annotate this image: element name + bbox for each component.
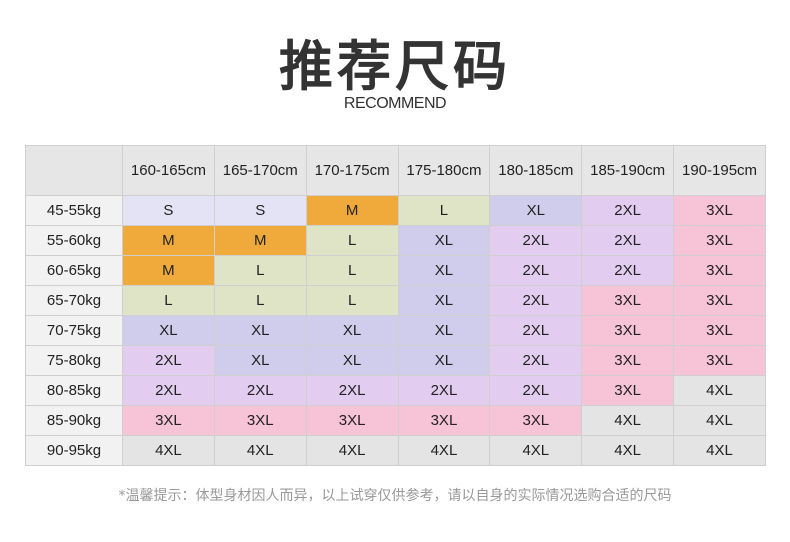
- weight-header: 90-95kg: [25, 435, 123, 466]
- size-cell: 2XL: [489, 375, 583, 406]
- size-cell: 2XL: [581, 255, 675, 286]
- size-cell: XL: [305, 345, 399, 376]
- height-header: 190-195cm: [673, 145, 766, 196]
- size-cell: 4XL: [489, 435, 583, 466]
- size-cell: 3XL: [581, 285, 675, 316]
- height-header: 160-165cm: [122, 145, 215, 196]
- size-cell: 2XL: [581, 195, 675, 226]
- size-cell: XL: [122, 315, 215, 346]
- table-row: 55-60kg M M L XL 2XL 2XL 3XL: [25, 225, 766, 256]
- size-cell: 3XL: [673, 345, 766, 376]
- page-title: 推荐尺码: [279, 35, 511, 98]
- height-header: 185-190cm: [581, 145, 675, 196]
- size-cell: 3XL: [489, 405, 583, 436]
- size-cell: 2XL: [489, 225, 583, 256]
- size-cell: XL: [489, 195, 583, 226]
- size-cell: XL: [397, 255, 491, 286]
- weight-header: 85-90kg: [25, 405, 123, 436]
- size-cell: L: [397, 195, 491, 226]
- size-cell: 3XL: [305, 405, 399, 436]
- size-cell: XL: [397, 285, 491, 316]
- size-cell: M: [305, 195, 399, 226]
- size-cell: XL: [213, 345, 307, 376]
- size-cell: 4XL: [581, 435, 675, 466]
- table-row: 80-85kg 2XL 2XL 2XL 2XL 2XL 3XL 4XL: [25, 375, 766, 406]
- size-cell: 3XL: [673, 225, 766, 256]
- size-cell: 2XL: [305, 375, 399, 406]
- size-cell: L: [213, 285, 307, 316]
- table-row: 75-80kg 2XL XL XL XL 2XL 3XL 3XL: [25, 345, 766, 376]
- header-row: 160-165cm 165-170cm 170-175cm 175-180cm 180-…: [25, 145, 766, 196]
- size-cell: 2XL: [489, 255, 583, 286]
- size-cell: 4XL: [673, 435, 766, 466]
- size-cell: 2XL: [489, 285, 583, 316]
- size-cell: M: [213, 225, 307, 256]
- height-header: 170-175cm: [305, 145, 399, 196]
- size-cell: XL: [397, 225, 491, 256]
- table-row: 60-65kg M L L XL 2XL 2XL 3XL: [25, 255, 766, 286]
- size-cell: S: [213, 195, 307, 226]
- corner-cell: [25, 145, 123, 196]
- weight-header: 55-60kg: [25, 225, 123, 256]
- size-cell: L: [305, 285, 399, 316]
- weight-header: 45-55kg: [25, 195, 123, 226]
- weight-header: 60-65kg: [25, 255, 123, 286]
- weight-header: 70-75kg: [25, 315, 123, 346]
- height-header: 165-170cm: [213, 145, 307, 196]
- weight-header: 80-85kg: [25, 375, 123, 406]
- weight-header: 65-70kg: [25, 285, 123, 316]
- size-cell: L: [122, 285, 215, 316]
- size-cell: 4XL: [673, 405, 766, 436]
- size-cell: M: [122, 255, 215, 286]
- table-row: 85-90kg 3XL 3XL 3XL 3XL 3XL 4XL 4XL: [25, 405, 766, 436]
- size-cell: 3XL: [581, 315, 675, 346]
- size-cell: 3XL: [673, 315, 766, 346]
- size-cell: 2XL: [213, 375, 307, 406]
- size-cell: 3XL: [213, 405, 307, 436]
- size-note: *温馨提示：体型身材因人而异，以上试穿仅供参考，请以自身的实际情况选购合适的尺码: [118, 488, 672, 504]
- size-cell: XL: [213, 315, 307, 346]
- size-cell: 3XL: [122, 405, 215, 436]
- size-cell: 4XL: [397, 435, 491, 466]
- table-row: 70-75kg XL XL XL XL 2XL 3XL 3XL: [25, 315, 766, 346]
- size-cell: 4XL: [122, 435, 215, 466]
- size-cell: 3XL: [581, 375, 675, 406]
- size-cell: 2XL: [489, 315, 583, 346]
- size-cell: 2XL: [397, 375, 491, 406]
- size-cell: 2XL: [122, 345, 215, 376]
- size-cell: 3XL: [673, 255, 766, 286]
- size-chart-table: 160-165cm 165-170cm 170-175cm 175-180cm 180-…: [25, 145, 766, 466]
- size-cell: XL: [305, 315, 399, 346]
- page-subtitle: RECOMMEND: [343, 95, 447, 112]
- size-cell: XL: [397, 345, 491, 376]
- size-cell: 3XL: [673, 195, 766, 226]
- size-cell: 2XL: [581, 225, 675, 256]
- size-cell: 3XL: [397, 405, 491, 436]
- size-cell: 4XL: [673, 375, 766, 406]
- size-cell: S: [122, 195, 215, 226]
- size-cell: 4XL: [213, 435, 307, 466]
- size-cell: M: [122, 225, 215, 256]
- size-cell: XL: [397, 315, 491, 346]
- weight-header: 75-80kg: [25, 345, 123, 376]
- size-cell: L: [213, 255, 307, 286]
- size-cell: 2XL: [489, 345, 583, 376]
- table-row: 45-55kg S S M L XL 2XL 3XL: [25, 195, 766, 226]
- size-cell: 2XL: [122, 375, 215, 406]
- size-cell: 4XL: [305, 435, 399, 466]
- size-cell: 3XL: [673, 285, 766, 316]
- table-row: 90-95kg 4XL 4XL 4XL 4XL 4XL 4XL 4XL: [25, 435, 766, 466]
- table-row: 65-70kg L L L XL 2XL 3XL 3XL: [25, 285, 766, 316]
- height-header: 180-185cm: [489, 145, 583, 196]
- size-cell: 4XL: [581, 405, 675, 436]
- size-cell: 3XL: [581, 345, 675, 376]
- size-cell: L: [305, 255, 399, 286]
- size-cell: L: [305, 225, 399, 256]
- height-header: 175-180cm: [397, 145, 491, 196]
